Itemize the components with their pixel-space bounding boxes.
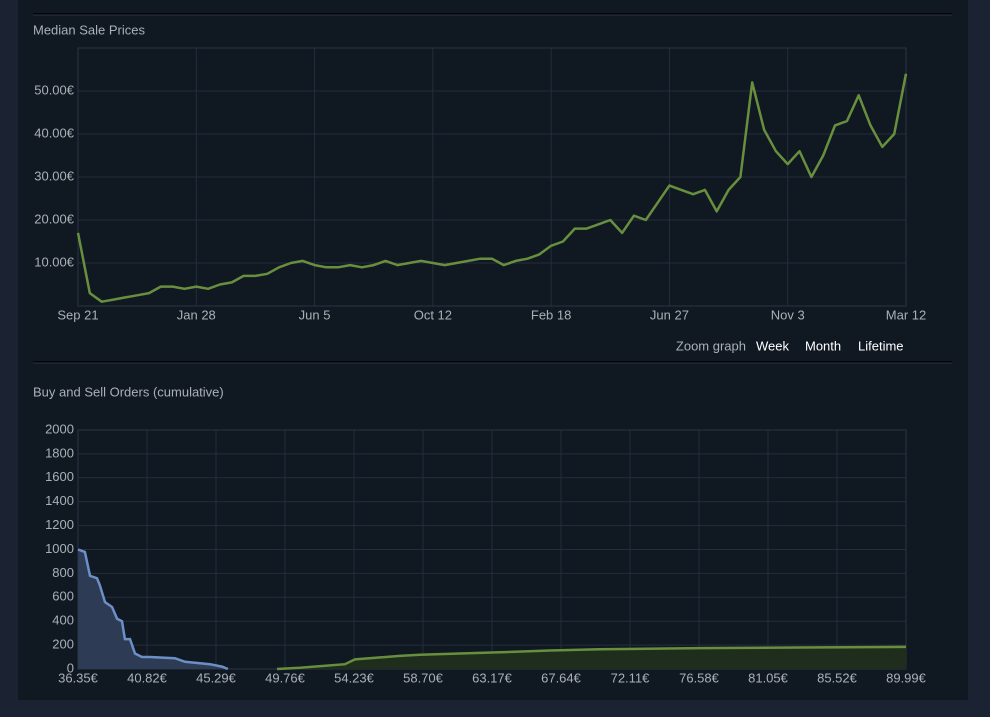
zoom-option[interactable]: Week [756,338,789,353]
x-tick-label: 76.58€ [679,670,720,685]
order-line [77,548,229,671]
y-tick-label: 600 [52,589,74,604]
x-tick-label: Sep 21 [57,307,98,322]
order-area [78,549,228,669]
y-tick-label: 10.00€ [34,254,75,269]
y-tick-label: 50.00€ [34,82,75,97]
y-tick-label: 800 [52,565,74,580]
x-tick-label: Jun 27 [650,307,689,322]
x-tick-label: 67.64€ [541,670,582,685]
chart-title: Median Sale Prices [33,22,145,37]
y-tick-label: 400 [52,613,74,628]
x-tick-label: Feb 18 [531,307,571,322]
y-tick-label: 1800 [45,445,74,460]
zoom-option[interactable]: Month [805,338,841,353]
x-tick-label: 72.11€ [611,670,651,685]
zoom-label: Zoom graph [676,338,746,353]
panel-background [18,0,968,700]
x-tick-label: 89.99€ [886,670,927,685]
x-tick-label: 36.35€ [58,670,99,685]
x-tick-label: 49.76€ [265,670,306,685]
x-tick-label: Mar 12 [886,307,926,322]
x-tick-label: 54.23€ [334,670,375,685]
x-tick-label: 81.05€ [748,670,789,685]
x-tick-label: Jan 28 [177,307,216,322]
order-area [277,646,906,669]
x-tick-label: 40.82€ [127,670,168,685]
x-tick-label: 58.70€ [403,670,444,685]
x-tick-label: 63.17€ [472,670,513,685]
x-tick-label: Nov 3 [771,307,805,322]
plot-frame [77,47,907,307]
y-tick-label: 1400 [45,493,74,508]
zoom-option[interactable]: Lifetime [858,338,904,353]
y-tick-label: 0 [67,660,74,675]
y-tick-label: 40.00€ [34,125,75,140]
order-line [276,645,907,671]
y-tick-label: 30.00€ [34,168,75,183]
y-tick-label: 200 [52,637,74,652]
y-tick-label: 1000 [45,541,74,556]
y-tick-label: 1200 [45,517,74,532]
x-tick-label: 45.29€ [196,670,237,685]
y-tick-label: 1600 [45,469,74,484]
x-tick-label: Jun 5 [299,307,331,322]
chart-title: Buy and Sell Orders (cumulative) [33,384,224,399]
y-tick-label: 2000 [45,421,74,436]
y-tick-label: 20.00€ [34,211,75,226]
x-tick-label: Oct 12 [414,307,452,322]
price-line [76,73,908,303]
x-tick-label: 85.52€ [817,670,858,685]
